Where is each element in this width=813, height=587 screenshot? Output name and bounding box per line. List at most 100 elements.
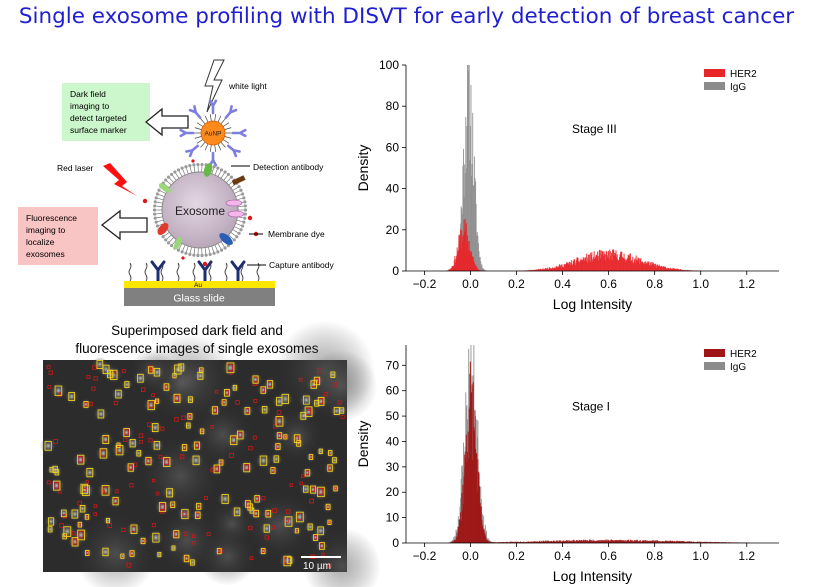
histogram-bar — [673, 268, 675, 271]
histogram-bar — [674, 541, 676, 543]
histogram-bar — [471, 256, 473, 271]
histogram-bar — [655, 540, 657, 543]
histogram-bar — [598, 540, 600, 543]
histogram-bar — [596, 540, 598, 543]
histogram-bar — [471, 392, 473, 543]
histogram-bar — [572, 264, 574, 271]
histogram-bar — [466, 243, 468, 271]
histogram-bar — [671, 268, 673, 271]
histogram-bar — [528, 541, 530, 543]
histogram-bar — [644, 263, 646, 271]
histogram-bar — [474, 266, 476, 271]
histogram-bar — [685, 541, 687, 543]
histogram-bar — [579, 541, 581, 543]
histogram-bar — [460, 520, 462, 543]
histogram-bar — [548, 269, 550, 271]
histogram-bar — [679, 541, 681, 543]
histogram-bar — [624, 259, 626, 271]
histogram-bar — [460, 229, 462, 271]
histogram-bar — [556, 540, 558, 543]
histogram-bar — [610, 539, 612, 543]
histogram-bar — [591, 541, 593, 543]
histogram-bar — [650, 540, 652, 543]
red-laser-bolt-icon — [103, 163, 137, 196]
histogram-bar — [568, 261, 570, 271]
histogram-bar — [635, 262, 637, 271]
histogram-bar — [590, 540, 592, 543]
histogram-bar — [581, 259, 583, 271]
histogram-bar — [610, 252, 612, 271]
histogram-bar — [690, 541, 692, 543]
histogram-bar — [486, 530, 488, 543]
histogram-bar — [653, 541, 655, 543]
fluorescence-arrow-icon — [100, 209, 148, 241]
histogram-bar — [664, 541, 666, 543]
histogram-bar — [620, 251, 622, 271]
histogram-bar — [537, 269, 539, 271]
histogram-bar — [563, 264, 565, 271]
histogram-bar — [539, 268, 541, 271]
histogram-bar — [614, 253, 616, 271]
fluorescence-text: Fluorescence imaging to localize exosome… — [26, 213, 79, 259]
histogram-bar — [648, 540, 650, 543]
histogram-bar — [650, 540, 652, 543]
glass-slide-label: Glass slide — [173, 293, 225, 305]
histogram-bar — [589, 539, 591, 543]
histogram-bar — [603, 251, 605, 271]
histogram-bar — [544, 268, 546, 271]
histogram-bar — [676, 268, 678, 271]
legend: HER2 IgG — [704, 69, 757, 93]
histogram-bar — [606, 255, 608, 271]
histogram-bar — [663, 266, 665, 271]
histogram-bar — [656, 265, 658, 271]
histogram-bar — [564, 540, 566, 543]
histogram-bar — [688, 269, 690, 271]
histogram-bar — [568, 540, 570, 543]
histogram-bar — [589, 254, 591, 271]
histogram-bar — [579, 540, 581, 543]
histogram-bar — [574, 541, 576, 543]
histogram-bar — [587, 540, 589, 543]
histogram-bar — [545, 268, 547, 271]
histogram-bar — [716, 542, 718, 543]
histogram-bar — [487, 541, 489, 543]
histogram-bar — [513, 541, 515, 543]
x-tick-label: 0.4 — [554, 277, 571, 291]
histogram-bar — [658, 541, 660, 543]
histogram-bar — [656, 541, 658, 543]
gold-layer-label: Au — [194, 282, 202, 289]
histogram-bar — [456, 247, 458, 271]
histogram-bar — [659, 541, 661, 543]
histogram-bar — [453, 260, 455, 271]
histogram-bar — [564, 264, 566, 271]
histogram-bar — [602, 540, 604, 543]
dark-field-box — [62, 83, 150, 141]
histogram-bar — [643, 540, 645, 543]
histogram-bar — [552, 540, 554, 543]
histogram-bar — [655, 263, 657, 271]
histogram-bar — [645, 541, 647, 543]
histogram-bar — [529, 270, 531, 271]
histogram-bar — [478, 251, 480, 271]
dark-field-text: Dark field imaging to detect targeted su… — [70, 89, 129, 135]
histogram-bar — [519, 541, 521, 543]
histogram-bar — [638, 258, 640, 271]
histogram-bar — [532, 269, 534, 271]
histogram-bar — [666, 268, 668, 271]
histogram-bar — [557, 541, 559, 543]
histogram-bar — [647, 541, 649, 543]
histogram-bar — [524, 542, 526, 543]
histogram-bar — [667, 541, 669, 543]
histogram-bar — [622, 540, 624, 543]
histogram-bar — [582, 257, 584, 271]
histogram-bar — [462, 148, 464, 271]
histogram-bar — [476, 266, 478, 271]
histogram-bar — [596, 255, 598, 271]
histogram-bar — [582, 259, 584, 271]
histogram-bar — [633, 540, 635, 543]
histogram-bar — [644, 540, 646, 543]
histogram-bar — [476, 436, 478, 543]
histogram-bar — [559, 264, 561, 271]
histogram-bar — [525, 542, 527, 543]
histogram-bar — [457, 526, 459, 543]
